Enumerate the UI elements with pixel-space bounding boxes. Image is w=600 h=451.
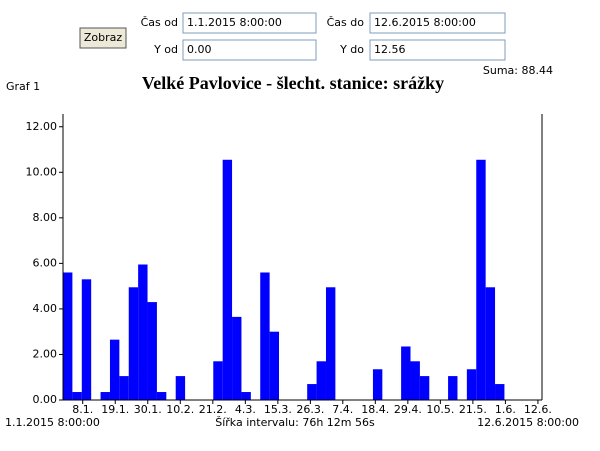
sum: Suma: 88.44 bbox=[483, 64, 553, 77]
bar bbox=[495, 384, 505, 400]
yto-value[interactable]: 12.56 bbox=[374, 43, 406, 56]
to-value[interactable]: 12.6.2015 8:00:00 bbox=[374, 16, 476, 29]
bar bbox=[260, 272, 270, 400]
from-label: Čas od bbox=[141, 16, 178, 29]
yto-label: Y do bbox=[339, 43, 364, 56]
bar bbox=[448, 376, 458, 400]
bar bbox=[81, 279, 92, 400]
bar bbox=[119, 376, 129, 400]
bar bbox=[325, 287, 336, 400]
x-tick-label: 19.1. bbox=[101, 403, 129, 416]
x-tick-label: 12.6. bbox=[524, 403, 552, 416]
from-input[interactable] bbox=[182, 12, 317, 34]
bar bbox=[269, 331, 280, 400]
bar bbox=[485, 287, 496, 400]
bar bbox=[232, 316, 242, 400]
yto-input[interactable] bbox=[369, 39, 506, 61]
x-tick-label: 21.5. bbox=[459, 403, 487, 416]
bar bbox=[156, 392, 167, 400]
bar bbox=[63, 272, 73, 400]
bar bbox=[213, 361, 223, 400]
bar bbox=[72, 392, 82, 400]
bar bbox=[476, 159, 486, 400]
bar bbox=[419, 376, 430, 400]
bar bbox=[138, 264, 148, 400]
bar bbox=[466, 369, 477, 400]
y-tick-label: 8.00 bbox=[33, 211, 58, 224]
yfrom-label: Y od bbox=[153, 43, 178, 56]
y-tick-label: 2.00 bbox=[33, 347, 58, 360]
x-tick-label: 21.2. bbox=[199, 403, 227, 416]
x-tick-label: 1.6. bbox=[495, 403, 516, 416]
bar bbox=[109, 339, 120, 400]
show-button[interactable] bbox=[79, 27, 127, 49]
bar bbox=[307, 384, 317, 400]
yfrom-input[interactable] bbox=[182, 39, 317, 61]
x-tick-label: 8.1. bbox=[72, 403, 93, 416]
to-label: Čas do bbox=[327, 16, 365, 29]
bar bbox=[316, 361, 326, 400]
graph-label: Graf 1 bbox=[6, 80, 40, 93]
x-tick-label: 7.4. bbox=[332, 403, 353, 416]
x-tick-label: 10.5. bbox=[426, 403, 454, 416]
x-tick-label: 29.4. bbox=[394, 403, 422, 416]
start-label: 1.1.2015 8:00:00 bbox=[5, 416, 100, 429]
yfrom-value[interactable]: 0.00 bbox=[187, 43, 212, 56]
x-tick-label: 10.2. bbox=[166, 403, 194, 416]
y-tick-label: 0.00 bbox=[33, 393, 58, 406]
bar bbox=[128, 287, 139, 400]
from-value[interactable]: 1.1.2015 8:00:00 bbox=[187, 16, 282, 29]
bar bbox=[147, 302, 157, 400]
chart-title: Velké Pavlovice - šlecht. stanice: srážk… bbox=[142, 73, 444, 93]
x-tick-label: 30.1. bbox=[134, 403, 162, 416]
bar bbox=[241, 392, 251, 400]
bar bbox=[222, 159, 233, 400]
y-tick-label: 6.00 bbox=[33, 256, 58, 269]
x-tick-label: 15.3. bbox=[264, 403, 292, 416]
to-input[interactable] bbox=[369, 12, 506, 34]
y-tick-label: 10.00 bbox=[26, 165, 58, 178]
bar bbox=[100, 392, 110, 400]
interval-label: Šířka intervalu: 76h 12m 56s bbox=[215, 416, 375, 429]
bar bbox=[372, 369, 383, 400]
bar bbox=[401, 346, 411, 400]
x-tick-label: 4.3. bbox=[235, 403, 256, 416]
y-tick-label: 4.00 bbox=[33, 302, 58, 315]
end-label: 12.6.2015 8:00:00 bbox=[477, 416, 579, 429]
bar bbox=[175, 376, 186, 400]
x-tick-label: 26.3. bbox=[296, 403, 324, 416]
bar bbox=[410, 361, 420, 400]
y-tick-label: 12.00 bbox=[26, 120, 58, 133]
x-tick-label: 18.4. bbox=[361, 403, 389, 416]
button-label[interactable]: Zobraz bbox=[84, 31, 123, 44]
